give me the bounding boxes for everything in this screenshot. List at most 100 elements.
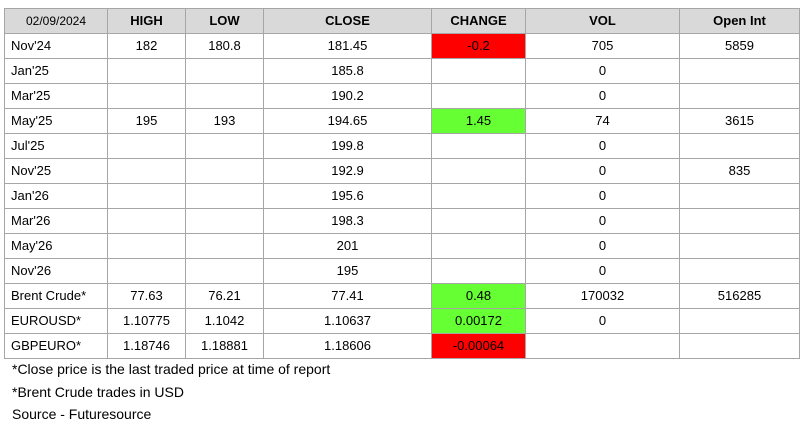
close-cell: 185.8 — [263, 58, 432, 84]
vol-header: VOL — [525, 8, 680, 34]
change-cell — [431, 258, 526, 284]
table-row: Mar'25 190.2 0 — [4, 83, 800, 109]
change-cell: 1.45 — [431, 108, 526, 134]
low-cell — [185, 158, 264, 184]
close-cell: 192.9 — [263, 158, 432, 184]
change-cell: -0.2 — [431, 33, 526, 59]
low-cell — [185, 183, 264, 209]
contract-cell: Nov'25 — [4, 158, 108, 184]
open-int-header: Open Int — [679, 8, 800, 34]
close-cell: 1.18606 — [263, 333, 432, 359]
footnotes: *Close price is the last traded price at… — [12, 358, 330, 426]
high-cell: 182 — [107, 33, 186, 59]
high-header: HIGH — [107, 8, 186, 34]
close-cell: 198.3 — [263, 208, 432, 234]
vol-cell: 0 — [525, 208, 680, 234]
open-int-cell — [679, 83, 800, 109]
table-row: Jan'26 195.6 0 — [4, 183, 800, 209]
change-cell — [431, 208, 526, 234]
high-cell: 195 — [107, 108, 186, 134]
change-cell — [431, 183, 526, 209]
high-cell: 1.18746 — [107, 333, 186, 359]
low-header: LOW — [185, 8, 264, 34]
vol-cell: 0 — [525, 83, 680, 109]
contract-cell: Mar'26 — [4, 208, 108, 234]
open-int-cell — [679, 208, 800, 234]
contract-cell: Nov'24 — [4, 33, 108, 59]
close-cell: 190.2 — [263, 83, 432, 109]
close-cell: 77.41 — [263, 283, 432, 309]
low-cell — [185, 83, 264, 109]
close-cell: 195.6 — [263, 183, 432, 209]
high-cell — [107, 58, 186, 84]
vol-cell: 705 — [525, 33, 680, 59]
high-cell — [107, 208, 186, 234]
high-cell — [107, 233, 186, 259]
footnote-close-price: *Close price is the last traded price at… — [12, 361, 331, 377]
open-int-cell — [679, 183, 800, 209]
contract-cell: GBPEURO* — [4, 333, 108, 359]
close-cell: 195 — [263, 258, 432, 284]
table-row: Nov'24 182 180.8 181.45 -0.2 705 5859 — [4, 33, 800, 59]
report-date-header: 02/09/2024 — [4, 8, 108, 34]
header-row: 02/09/2024 HIGH LOW CLOSE CHANGE VOL Ope… — [4, 8, 800, 34]
table-row: Nov'25 192.9 0 835 — [4, 158, 800, 184]
change-cell — [431, 83, 526, 109]
change-cell: 0.00172 — [431, 308, 526, 334]
table-row: Nov'26 195 0 — [4, 258, 800, 284]
low-cell: 193 — [185, 108, 264, 134]
change-cell — [431, 158, 526, 184]
table-row: Jul'25 199.8 0 — [4, 133, 800, 159]
vol-cell: 0 — [525, 308, 680, 334]
low-cell — [185, 133, 264, 159]
change-cell: 0.48 — [431, 283, 526, 309]
change-cell — [431, 133, 526, 159]
table-row: May'26 201 0 — [4, 233, 800, 259]
table-row: Jan'25 185.8 0 — [4, 58, 800, 84]
high-cell — [107, 258, 186, 284]
low-cell — [185, 208, 264, 234]
high-cell: 1.10775 — [107, 308, 186, 334]
open-int-cell: 3615 — [679, 108, 800, 134]
low-cell: 76.21 — [185, 283, 264, 309]
high-cell: 77.63 — [107, 283, 186, 309]
open-int-cell — [679, 258, 800, 284]
low-cell: 180.8 — [185, 33, 264, 59]
low-cell — [185, 233, 264, 259]
high-cell — [107, 83, 186, 109]
open-int-cell: 516285 — [679, 283, 800, 309]
vol-cell: 0 — [525, 183, 680, 209]
open-int-cell: 835 — [679, 158, 800, 184]
high-cell — [107, 183, 186, 209]
footnote-source: Source - Futuresource — [12, 406, 152, 422]
contract-cell: EUROUSD* — [4, 308, 108, 334]
close-cell: 194.65 — [263, 108, 432, 134]
vol-cell: 0 — [525, 158, 680, 184]
open-int-cell — [679, 308, 800, 334]
contract-cell: May'25 — [4, 108, 108, 134]
table-row: Brent Crude* 77.63 76.21 77.41 0.48 170032 516… — [4, 283, 800, 309]
table-row: May'25 195 193 194.65 1.45 74 3615 — [4, 108, 800, 134]
change-cell — [431, 233, 526, 259]
change-cell — [431, 58, 526, 84]
contract-cell: Nov'26 — [4, 258, 108, 284]
vol-cell — [525, 333, 680, 359]
low-cell — [185, 58, 264, 84]
close-cell: 201 — [263, 233, 432, 259]
open-int-cell — [679, 58, 800, 84]
vol-cell: 0 — [525, 133, 680, 159]
close-header: CLOSE — [263, 8, 432, 34]
open-int-cell: 5859 — [679, 33, 800, 59]
close-cell: 181.45 — [263, 33, 432, 59]
change-header: CHANGE — [431, 8, 526, 34]
close-cell: 199.8 — [263, 133, 432, 159]
vol-cell: 0 — [525, 258, 680, 284]
vol-cell: 0 — [525, 58, 680, 84]
change-cell: -0.00064 — [431, 333, 526, 359]
contract-cell: Mar'25 — [4, 83, 108, 109]
vol-cell: 0 — [525, 233, 680, 259]
low-cell: 1.1042 — [185, 308, 264, 334]
low-cell — [185, 258, 264, 284]
contract-cell: Jan'25 — [4, 58, 108, 84]
vol-cell: 170032 — [525, 283, 680, 309]
